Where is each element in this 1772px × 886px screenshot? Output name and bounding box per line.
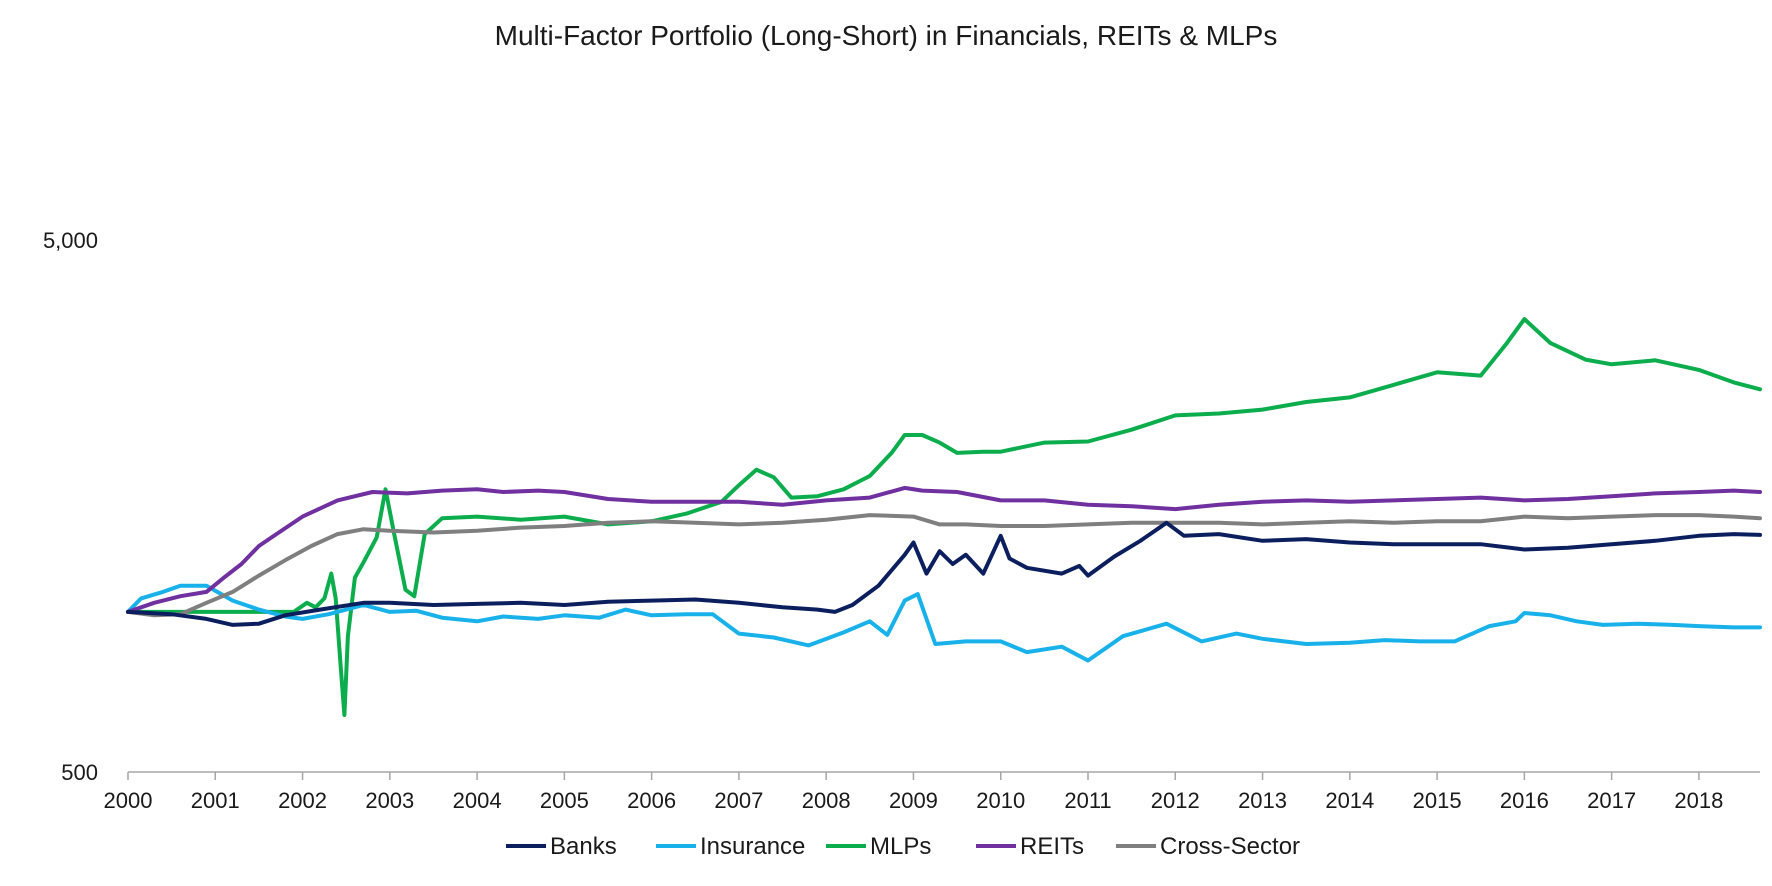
- x-tick-label: 2008: [802, 788, 851, 813]
- series-line-insurance: [126, 583, 1762, 663]
- x-tick-label: 2002: [278, 788, 327, 813]
- legend-label: Insurance: [700, 833, 805, 860]
- y-axis: 500 5,000: [43, 228, 98, 785]
- series-line-mlps: [126, 317, 1762, 717]
- plot-area: [126, 317, 1762, 717]
- x-tick-label: 2013: [1238, 788, 1287, 813]
- legend-item: Insurance: [656, 833, 805, 860]
- x-tick-label: 2000: [104, 788, 153, 813]
- x-tick-label: 2001: [191, 788, 240, 813]
- legend-label: REITs: [1020, 833, 1084, 860]
- series-line-reits: [126, 485, 1762, 614]
- x-tick-label: 2011: [1064, 788, 1111, 813]
- legend-item: REITs: [976, 833, 1084, 860]
- series-line-cross-sector: [126, 513, 1762, 618]
- x-tick-label: 2007: [714, 788, 763, 813]
- legend-label: Banks: [550, 833, 617, 860]
- x-tick-label: 2006: [627, 788, 676, 813]
- x-tick-label: 2005: [540, 788, 589, 813]
- legend-item: Banks: [506, 833, 617, 860]
- y-tick-label: 5,000: [43, 228, 98, 253]
- series-line-banks: [126, 520, 1762, 627]
- legend-item: MLPs: [826, 833, 931, 860]
- legend: Banks Insurance MLPs REITs Cross-Sector: [506, 833, 1300, 860]
- x-tick-label: 2003: [365, 788, 414, 813]
- x-tick-label: 2009: [889, 788, 938, 813]
- x-tick-label: 2014: [1325, 788, 1374, 813]
- x-tick-label: 2017: [1587, 788, 1636, 813]
- x-tick-label: 2010: [976, 788, 1025, 813]
- legend-item: Cross-Sector: [1116, 833, 1300, 860]
- x-axis: 2000 2001 2002 2003 2004 2005 2006 2007 2008 2009…: [104, 771, 1760, 813]
- legend-label: Cross-Sector: [1160, 833, 1300, 860]
- x-tick-label: 2012: [1151, 788, 1200, 813]
- x-tick-label: 2018: [1674, 788, 1723, 813]
- x-tick-label: 2004: [453, 788, 502, 813]
- chart-title: Multi-Factor Portfolio (Long-Short) in F…: [495, 20, 1278, 51]
- y-tick-label: 500: [61, 760, 98, 785]
- x-tick-label: 2015: [1413, 788, 1462, 813]
- x-tick-label: 2016: [1500, 788, 1549, 813]
- legend-label: MLPs: [870, 833, 931, 860]
